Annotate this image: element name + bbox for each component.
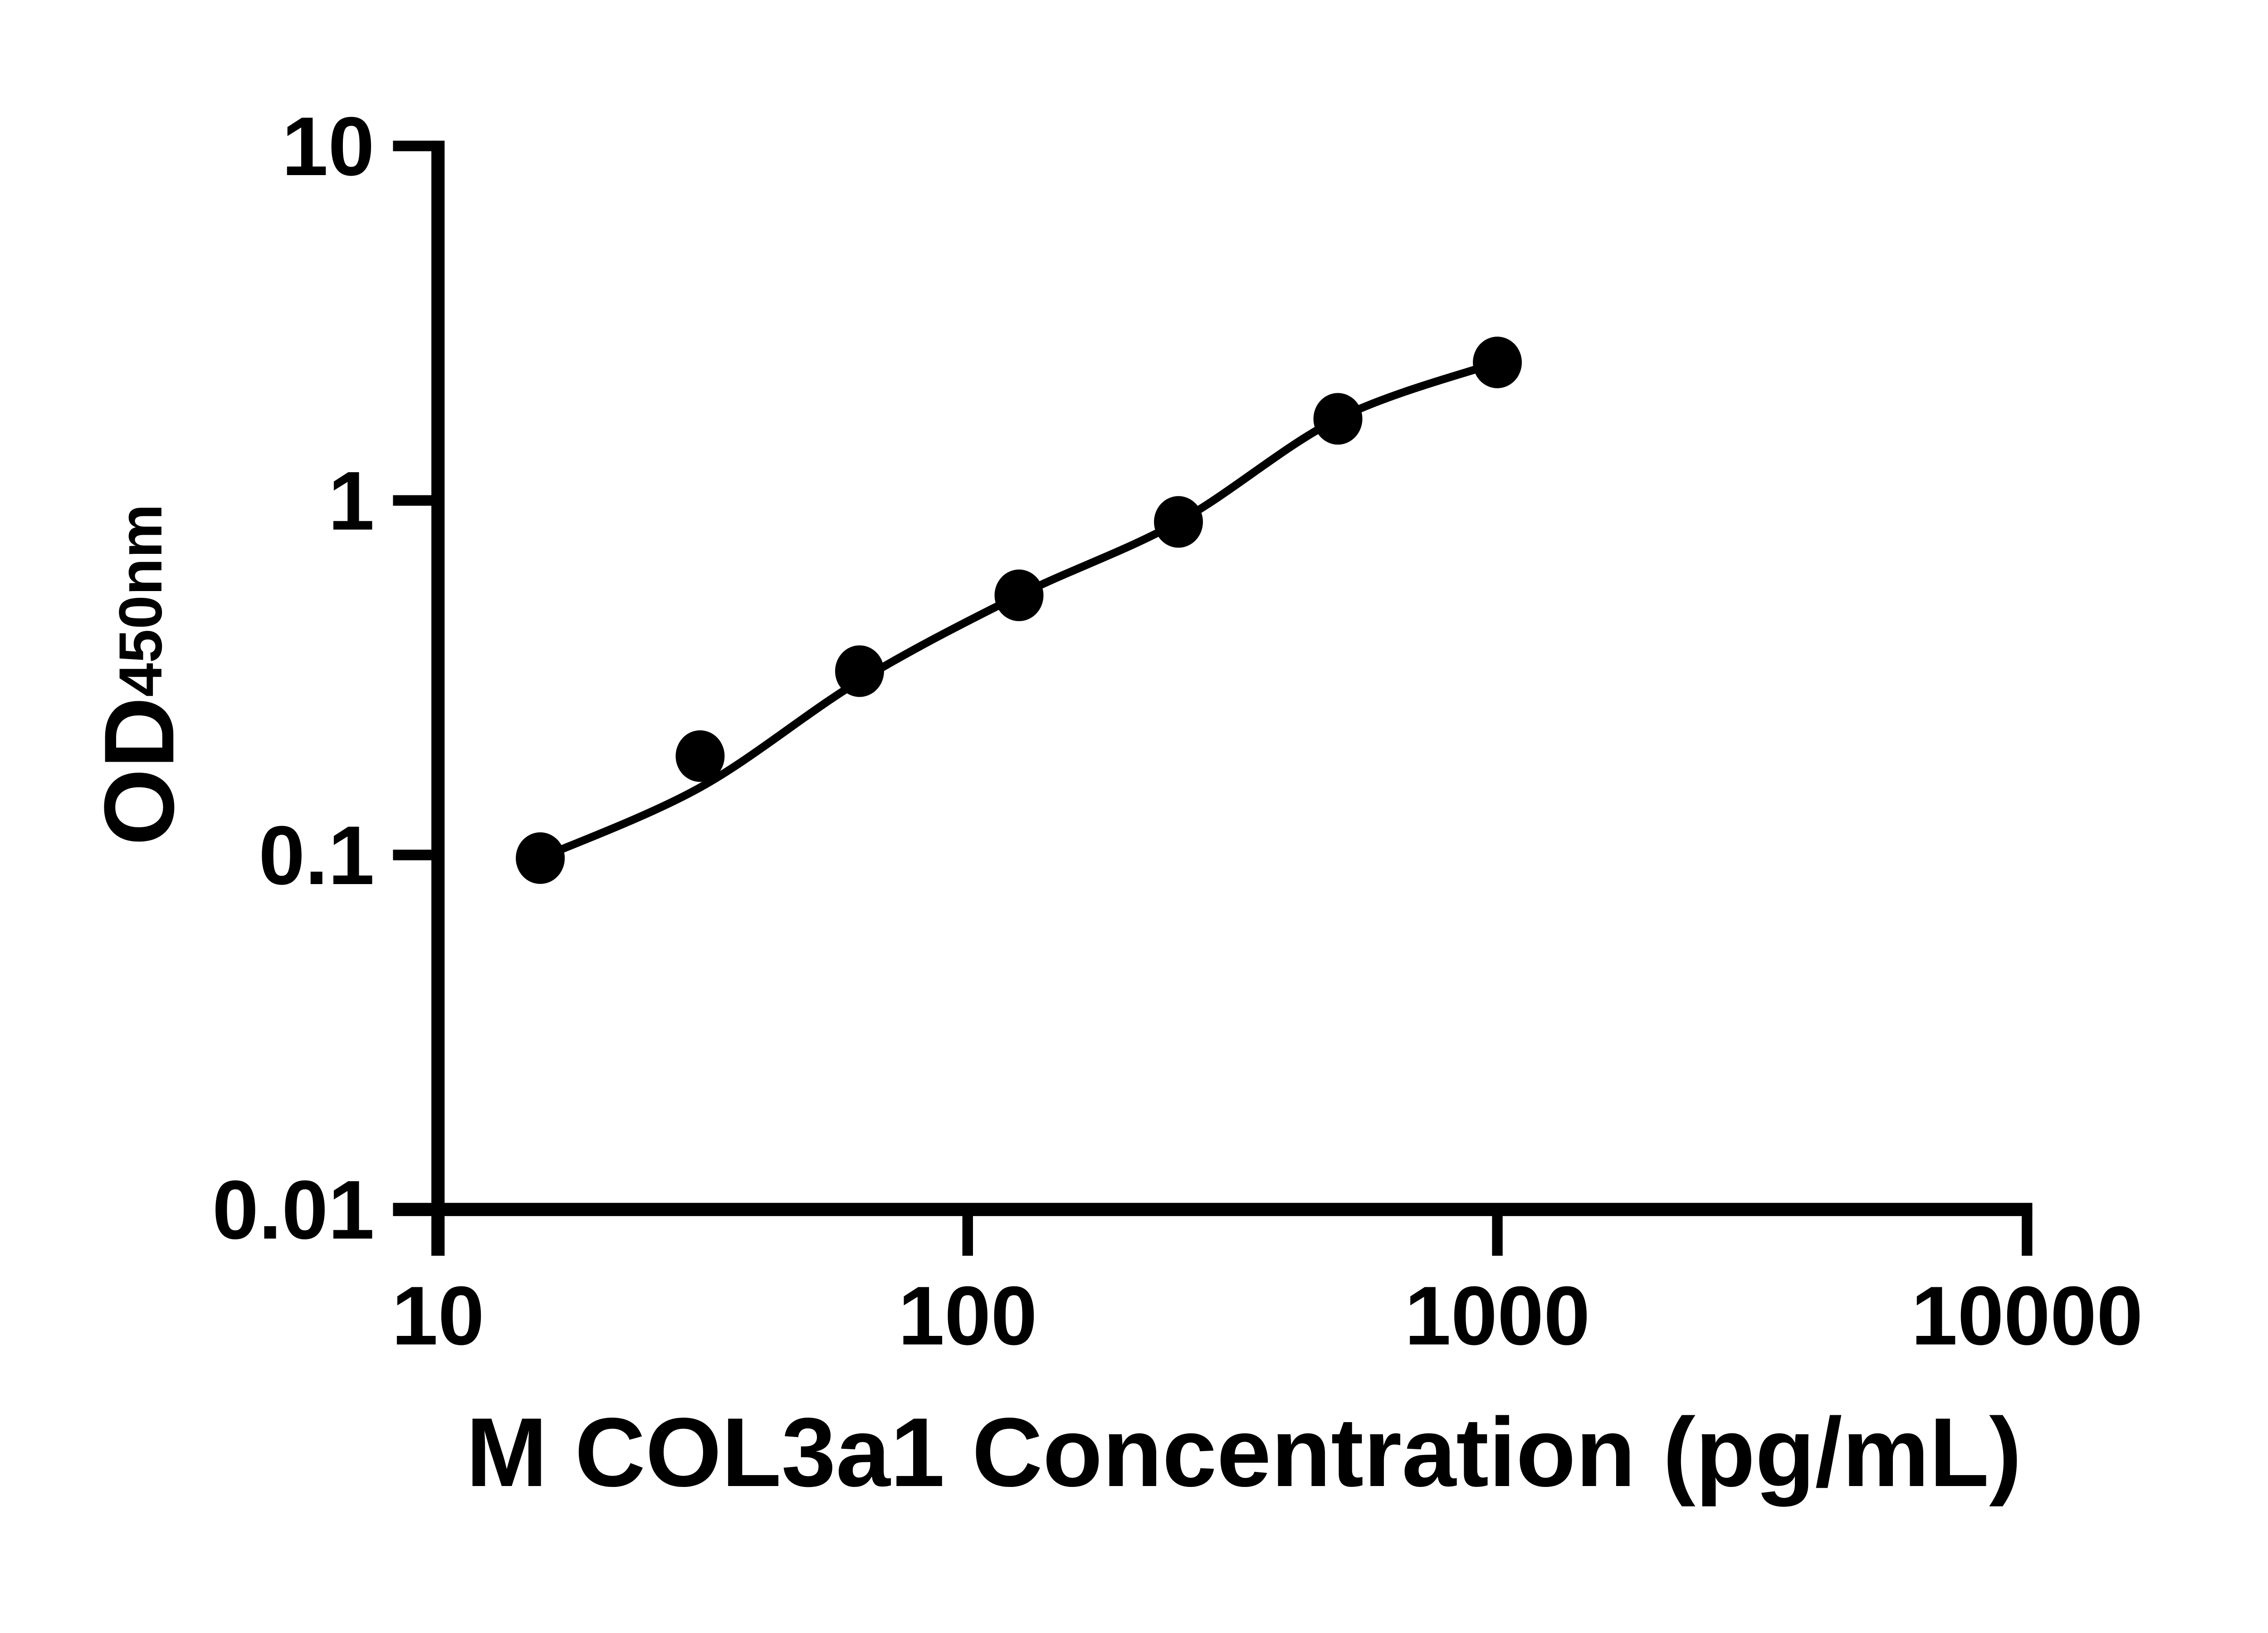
x-tick-label-1000: 1000 [1405, 1269, 1590, 1362]
y-tick-label-0.01: 0.01 [212, 1163, 375, 1256]
y-axis-title-subscript: 450nm [107, 504, 175, 697]
x-tick-label-10: 10 [391, 1269, 484, 1362]
data-point [994, 569, 1044, 621]
y-axis-title-main: OD [84, 697, 195, 846]
y-tick-label-10: 10 [282, 100, 374, 193]
y-tick-label-0.1: 0.1 [259, 809, 374, 902]
data-point [1473, 337, 1522, 388]
x-axis-title: M COL3a1 Concentration (pg/mL) [466, 1398, 2022, 1507]
elisa-standard-curve-figure: 10 100 1000 10000 10 1 0.1 0.01 M COL3a1 Concen… [84, 99, 2143, 1507]
data-point [675, 730, 725, 782]
chart-canvas: 10 100 1000 10000 10 1 0.1 0.01 M COL3a1 Concen… [84, 99, 2143, 1507]
data-point [1154, 496, 1203, 548]
axes: 10 100 1000 10000 10 1 0.1 0.01 [212, 100, 2143, 1362]
data-point-series [516, 337, 1522, 884]
data-point [835, 645, 884, 697]
data-point [516, 832, 565, 884]
data-point [1313, 393, 1363, 445]
y-axis-title: OD450nm [84, 504, 195, 846]
x-tick-label-10000: 10000 [1911, 1269, 2143, 1362]
x-tick-label-100: 100 [898, 1269, 1037, 1362]
y-tick-label-1: 1 [328, 454, 374, 547]
